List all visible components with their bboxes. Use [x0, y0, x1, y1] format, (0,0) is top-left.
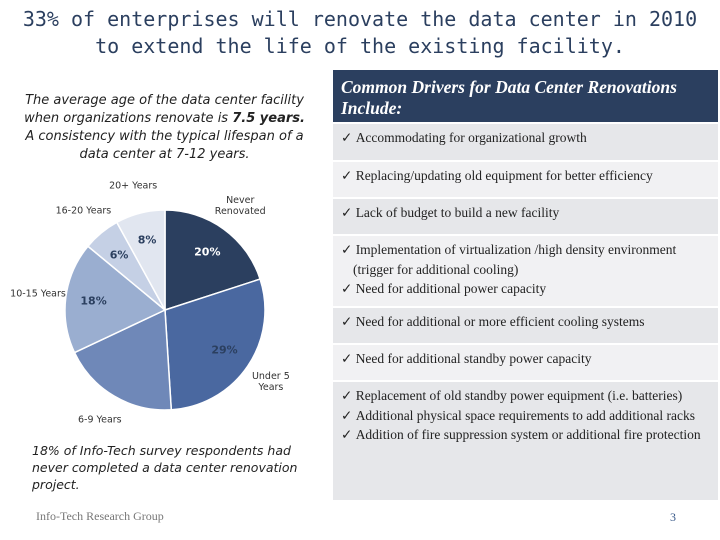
footer: Info-Tech Research Group — [36, 509, 164, 523]
intro: The average age of the data center facil… — [22, 92, 307, 164]
drivers-row: Accommodating for organizational growth — [333, 122, 718, 160]
pie-slice — [73, 308, 173, 411]
category-label: 10-15 Years — [10, 288, 66, 300]
value-label: 6% — [109, 248, 129, 262]
drivers-row: Need for additional standby power capaci… — [333, 343, 718, 380]
value-label: 29% — [211, 343, 238, 357]
drivers-title: Common Drivers for Data Center Renovatio… — [333, 70, 718, 122]
drivers-panel: Common Drivers for Data Center Renovatio… — [333, 70, 718, 500]
category-label: 6-9 Years — [78, 414, 122, 426]
drivers-row: Lack of budget to build a new facility — [333, 197, 718, 234]
drivers-row: Replacing/updating old equipment for bet… — [333, 160, 718, 197]
category-label: 16-20 Years — [55, 205, 112, 217]
driver-item: Lack of budget to build a new facility — [341, 203, 712, 223]
driver-item: Replacing/updating old equipment for bet… — [341, 166, 712, 186]
driver-item: Need for additional or more efficient co… — [341, 312, 712, 332]
pie-slice — [64, 245, 167, 354]
page-number: 3 — [670, 510, 676, 524]
slide-title: 33% of enterprises will renovate the dat… — [22, 7, 698, 58]
driver-item: Additional physical space requirements t… — [341, 406, 712, 426]
driver-item: Implementation of virtualization /high d… — [341, 240, 712, 279]
intro-text: The average age of the data center facil… — [24, 93, 304, 126]
pie-chart — [64, 209, 266, 411]
category-label: 20+ Years — [109, 180, 158, 192]
drivers-row: Need for additional or more efficient co… — [333, 306, 718, 343]
driver-item: Replacement of old standby power equipme… — [341, 386, 712, 406]
pie-slice — [115, 209, 166, 311]
category-label: Under 5 Years — [251, 370, 290, 393]
drivers-list: Accommodating for organizational growth R… — [333, 122, 718, 500]
driver-item: Accommodating for organizational growth — [341, 128, 712, 148]
footnote: 18% of Info-Tech survey respondents had … — [32, 443, 298, 492]
driver-item: Addition of fire suppression system or a… — [341, 425, 712, 445]
value-label: 20% — [194, 245, 221, 259]
drivers-row: Implementation of virtualization /high d… — [333, 234, 718, 306]
pie-slice — [164, 278, 266, 411]
driver-item: Need for additional power capacity — [341, 279, 712, 299]
intro-text: A consistency with the typical lifespan … — [25, 129, 304, 162]
category-label: Never Renovated — [214, 195, 266, 218]
drivers-row: Replacement of old standby power equipme… — [333, 380, 718, 500]
value-label: 8% — [137, 233, 157, 247]
value-label: 18% — [80, 294, 107, 308]
intro-highlight: 7.5 years. — [232, 111, 305, 126]
pie-slice — [164, 209, 262, 312]
driver-item: Need for additional standby power capaci… — [341, 349, 712, 369]
